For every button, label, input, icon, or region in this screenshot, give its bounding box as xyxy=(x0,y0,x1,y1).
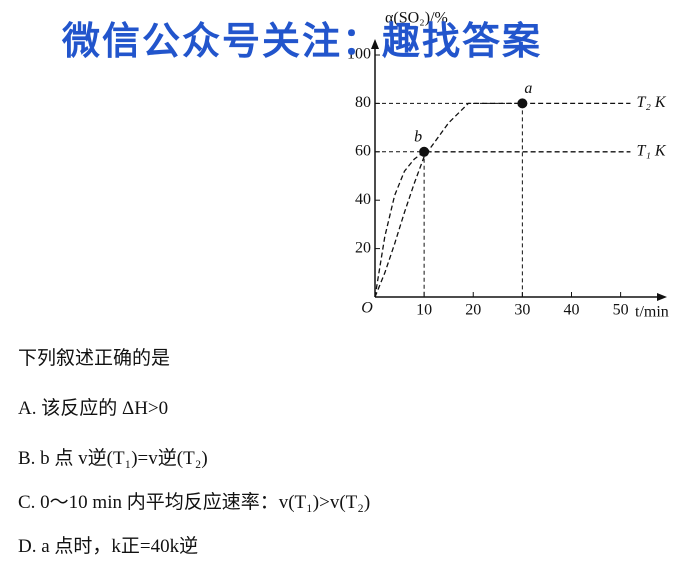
point xyxy=(419,146,430,157)
y-arrow xyxy=(371,39,379,49)
y-axis-label: α(SO₂)/% xyxy=(385,10,448,27)
watermark: 微信公众号关注：趣找答案 xyxy=(62,19,543,63)
y-tick-label: 40 xyxy=(355,191,371,208)
x-tick-label: 40 xyxy=(563,302,579,319)
point xyxy=(517,98,528,109)
x-tick-label: 10 xyxy=(416,302,432,319)
point-label: b xyxy=(414,128,422,145)
y-tick-label: 60 xyxy=(355,142,371,159)
x-arrow xyxy=(657,293,667,301)
origin-label: O xyxy=(361,300,373,317)
series-line xyxy=(374,151,631,298)
x-axis-label: t/min xyxy=(635,304,669,321)
y-tick-label: 100 xyxy=(347,46,371,63)
option: D. a 点时，k正=40k逆 xyxy=(18,536,199,557)
y-tick-label: 80 xyxy=(355,94,371,111)
y-tick-label: 20 xyxy=(355,239,371,256)
question-stem: 下列叙述正确的是 xyxy=(18,348,171,369)
option: A. 该反应的 ΔH>0 xyxy=(18,398,169,419)
x-tick-label: 30 xyxy=(514,302,530,319)
option: B. b 点 v逆(T₁)=v逆(T₂) xyxy=(18,448,208,469)
x-tick-label: 20 xyxy=(465,302,481,319)
series-label: T₂ K xyxy=(636,94,666,111)
point-label: a xyxy=(524,80,532,97)
series-label: T₁ K xyxy=(636,142,666,159)
x-tick-label: 50 xyxy=(613,302,629,319)
option: C. 0～10 min 内平均反应速率：v(T₁)>v(T₂) xyxy=(18,492,371,513)
